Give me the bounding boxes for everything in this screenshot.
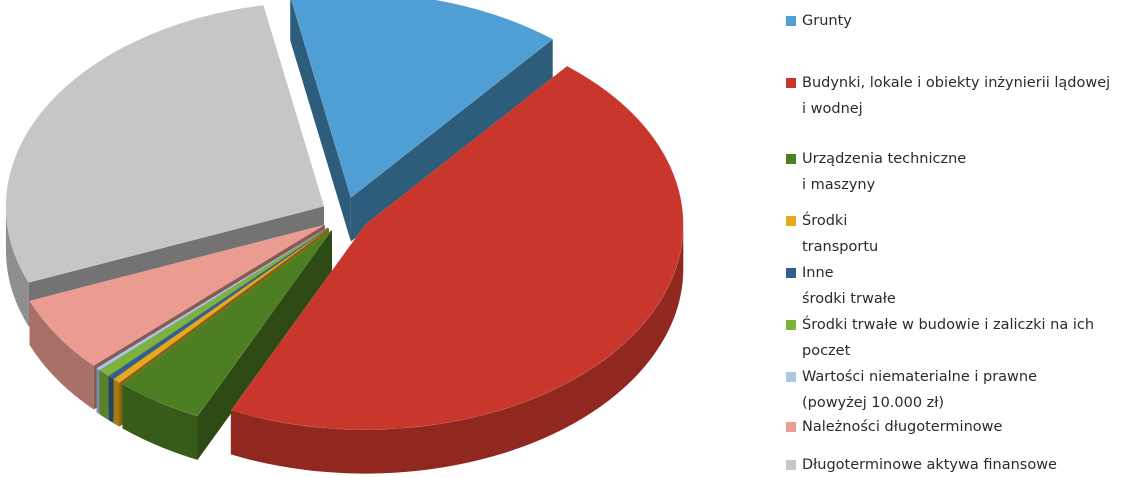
pie-slice-grunty: [290, 0, 553, 242]
legend-item-urzadzenia-techniczne: Urządzenia techniczne i maszyny: [786, 146, 966, 198]
legend-swatch: [786, 422, 796, 432]
legend-label: Długoterminowe aktywa finansowe: [802, 457, 1057, 473]
pie-slice-top-wartosci-niematerialne-i-prawne: [96, 227, 328, 371]
legend-item-dlugoterminowe-aktywa-finansowe: Długoterminowe aktywa finansowe: [786, 452, 1057, 478]
legend-item-srodki-trwale-w-budowie-i-zaliczki-na-ich: Środki trwałe w budowie i zaliczki na ic…: [786, 312, 1094, 364]
legend-item-naleznosci-dlugoterminowe: Należności długoterminowe: [786, 414, 1002, 440]
pie-slice-edge: [99, 370, 109, 420]
pie-slice-top-dlugoterminowe-aktywa-finansowe: [5, 4, 325, 283]
pie-slice-edge: [230, 224, 684, 474]
pie-slice-wall: [350, 39, 553, 242]
pie-slice-edge: [5, 206, 29, 327]
pie-slice-top-urzadzenia-techniczne: [121, 229, 333, 417]
pie-slice-top-inne: [108, 227, 329, 380]
legend-swatch: [786, 460, 796, 470]
legend-swatch: [786, 372, 796, 382]
pie-slice-top-grunty: [291, 0, 554, 199]
pie-tops: [5, 0, 684, 430]
pie-slice-top-srodki-trwale-w-budowie-i-zaliczki-na-ich: [99, 227, 329, 377]
pie-slice-edge: [29, 300, 94, 410]
legend-item-inne: Inne środki trwałe: [786, 260, 896, 312]
legend-label: Grunty: [802, 13, 852, 29]
legend-label: Środki transportu: [802, 213, 879, 255]
pie-slice-top-budynki-lokale-i-obiekty-inzynierii-ladowej: [230, 65, 684, 430]
legend-swatch: [786, 78, 796, 88]
legend-swatch: [786, 16, 796, 26]
chart-legend: Grunty Budynki, lokale i obiekty inżynier…: [786, 0, 1141, 474]
pie-slice-top-srodki: [113, 228, 330, 383]
legend-item-grunty: Grunty: [786, 8, 852, 34]
legend-label: Inne środki trwałe: [802, 265, 896, 307]
pie-chart-area: [5, 0, 684, 474]
pie-slice-edge: [113, 379, 120, 427]
pie-slice-edge: [122, 384, 198, 460]
legend-swatch: [786, 216, 796, 226]
pie-slice-edge: [96, 368, 100, 415]
legend-item-wartosci-niematerialne-i-prawne: Wartości niematerialne i prawne (powyżej…: [786, 364, 1037, 416]
pie-slice-wall: [290, 0, 351, 242]
pie-slice-edge: [108, 376, 114, 423]
legend-swatch: [786, 154, 796, 164]
legend-label: Wartości niematerialne i prawne (powyżej…: [802, 369, 1038, 411]
legend-swatch: [786, 320, 796, 330]
legend-item-budynki-lokale-i-obiekty-inzynierii-ladowej: Budynki, lokale i obiekty inżynierii ląd…: [786, 70, 1110, 122]
pie-slice-top-naleznosci-dlugoterminowe: [29, 224, 325, 366]
legend-label: Środki trwałe w budowie i zaliczki na ic…: [802, 317, 1095, 359]
pie-chart: [5, 0, 684, 474]
legend-label: Budynki, lokale i obiekty inżynierii ląd…: [802, 75, 1111, 117]
legend-label: Należności długoterminowe: [802, 419, 1003, 435]
legend-item-srodki: Środki transportu: [786, 208, 878, 260]
legend-swatch: [786, 268, 796, 278]
legend-label: Urządzenia techniczne i maszyny: [802, 151, 967, 193]
